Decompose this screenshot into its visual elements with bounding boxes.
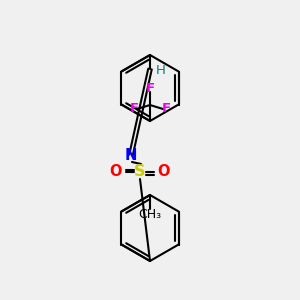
Text: F: F [161,103,171,116]
Text: S: S [134,164,146,179]
Text: O: O [158,164,170,179]
Text: F: F [129,103,139,116]
Text: O: O [110,164,122,179]
Text: CH₃: CH₃ [138,208,162,221]
Text: F: F [146,82,154,95]
Text: N: N [125,148,137,163]
Text: H: H [156,64,166,76]
